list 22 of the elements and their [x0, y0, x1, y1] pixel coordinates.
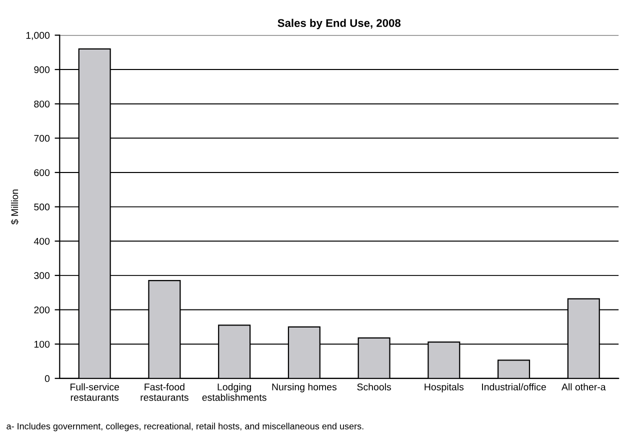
x-tick-label: All other-a: [562, 383, 606, 390]
y-tick-label: 0: [44, 375, 50, 382]
y-tick-label: 200: [34, 306, 50, 314]
x-tick-label: Hospitals: [424, 383, 464, 392]
y-tick-label: 700: [34, 134, 50, 142]
chart-title: Sales by End Use, 2008: [278, 18, 401, 30]
x-tick-label: Nursing homes: [272, 383, 337, 392]
x-tick-label: Lodging establishments: [202, 383, 266, 401]
y-tick-label: 600: [34, 169, 50, 176]
y-tick-label: 900: [34, 66, 50, 74]
x-tick-label: Fast-food restaurants: [140, 383, 188, 401]
y-tick-label: 800: [34, 100, 50, 108]
y-tick-label: 1,000: [26, 32, 50, 40]
x-tick-label: Industrial/office: [482, 383, 546, 390]
text: a- Includes government, colleges, recreational, retail hosts, and miscellaneous end users.: [6, 422, 364, 432]
y-tick-label: 100: [34, 340, 50, 348]
y-tick-label: 300: [34, 272, 50, 280]
x-tick-label: Full-service restaurants: [70, 383, 120, 401]
x-tick-label: Schools: [357, 383, 391, 390]
y-tick-label: 500: [34, 204, 50, 210]
y-axis-title: $ Million: [10, 190, 19, 225]
y-tick-label: 400: [34, 238, 50, 245]
